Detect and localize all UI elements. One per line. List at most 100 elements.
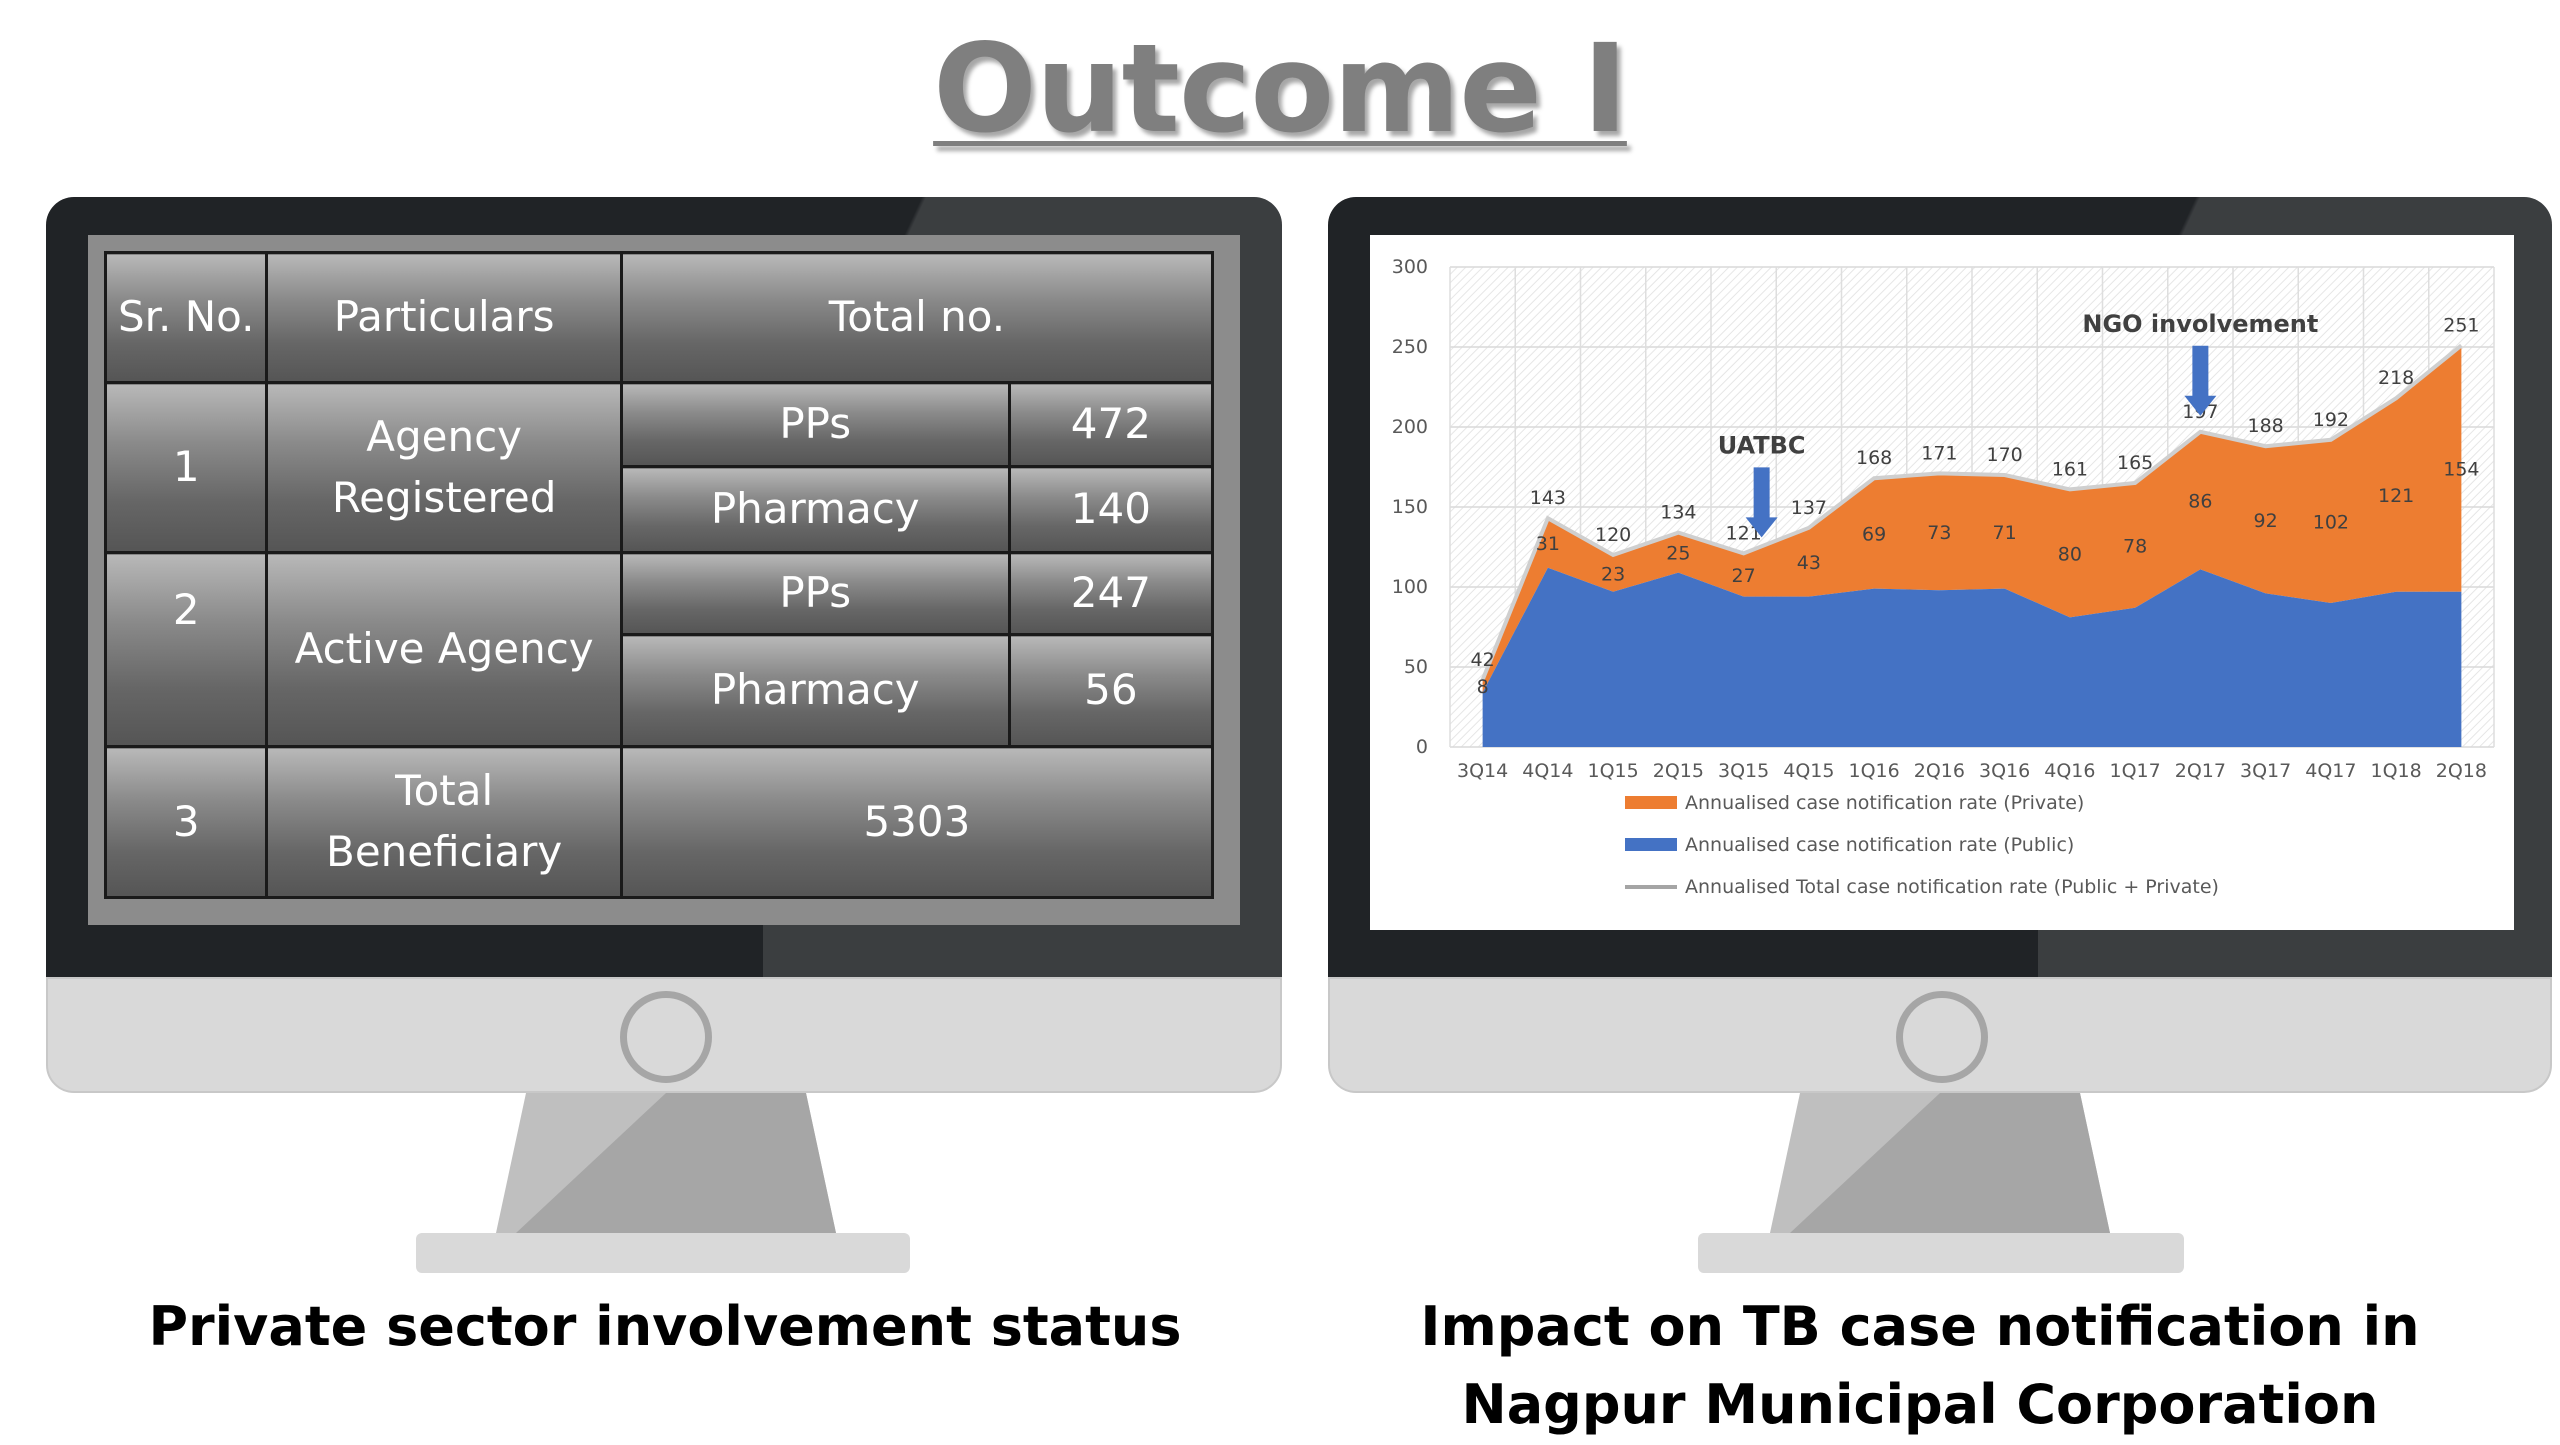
page-title-text: Outcome I: [933, 18, 1628, 160]
x-tick-label: 3Q16: [1979, 760, 2030, 782]
row1-item1-value: 472: [1007, 381, 1215, 468]
left-caption: Private sector involvement status: [148, 1295, 1182, 1358]
row3-total: 5303: [619, 745, 1215, 899]
row1-item2-label: Pharmacy: [619, 465, 1011, 554]
y-tick-label: 250: [1392, 336, 1428, 358]
annotation-label: NGO involvement: [2082, 310, 2318, 338]
x-tick-label: 4Q16: [2044, 760, 2095, 782]
x-tick-label: 1Q16: [1849, 760, 1900, 782]
row2-particular: Active Agency: [265, 551, 623, 748]
x-tick-label: 4Q17: [2305, 760, 2356, 782]
total-data-label: 165: [2117, 452, 2153, 474]
y-tick-label: 200: [1392, 416, 1428, 438]
y-tick-label: 100: [1392, 576, 1428, 598]
x-tick-label: 2Q15: [1653, 760, 1704, 782]
row1-sr: 1: [103, 381, 269, 554]
x-tick-label: 4Q15: [1783, 760, 1834, 782]
private-data-label: 78: [2123, 535, 2147, 557]
private-data-label: 69: [1862, 523, 1886, 545]
legend-swatch: [1625, 796, 1677, 809]
table-wrapper: Sr. No. Particulars Total no. 1 Agency R…: [103, 251, 1215, 899]
x-tick-label: 3Q14: [1457, 760, 1508, 782]
left-monitor-bezel: Sr. No. Particulars Total no. 1 Agency R…: [46, 197, 1282, 977]
x-tick-label: 1Q17: [2110, 760, 2161, 782]
total-data-label: 218: [2378, 367, 2414, 389]
y-tick-label: 150: [1392, 496, 1428, 518]
private-data-label: 73: [1927, 522, 1951, 544]
case-notification-chart: 0 50 100 150 200 250 300 3Q14 4Q14 1Q15 2Q15 3Q15 4Q…: [1392, 256, 2495, 898]
right-caption: Impact on TB case notification in Nagpur…: [1420, 1295, 2420, 1437]
status-table: Sr. No. Particulars Total no. 1 Agency R…: [103, 251, 1215, 899]
total-data-label: 42: [1471, 649, 1495, 671]
y-tick-label: 300: [1392, 256, 1428, 278]
total-data-label: 251: [2443, 314, 2479, 336]
private-data-label: 8: [1477, 676, 1489, 698]
private-data-label: 102: [2313, 511, 2349, 533]
header-sr-no: Sr. No.: [103, 251, 269, 384]
x-tick-label: 2Q16: [1914, 760, 1965, 782]
private-data-label: 121: [2378, 485, 2414, 507]
left-monitor: Sr. No. Particulars Total no. 1 Agency R…: [46, 197, 1282, 1277]
x-tick-label: 1Q18: [2371, 760, 2422, 782]
x-tick-label: 2Q17: [2175, 760, 2226, 782]
total-data-label: 120: [1595, 524, 1631, 546]
total-data-label: 192: [2313, 409, 2349, 431]
private-data-label: 25: [1666, 543, 1690, 565]
right-monitor: 0 50 100 150 200 250 300 3Q14 4Q14 1Q15 2Q15 3Q15 4Q…: [1328, 197, 2552, 1277]
private-area: [1482, 345, 2462, 693]
left-monitor-chin: [46, 977, 1282, 1093]
total-data-label: 161: [2052, 458, 2088, 480]
private-data-label: 92: [2254, 510, 2278, 532]
row2-item1-value: 247: [1007, 551, 1215, 636]
private-data-label: 71: [1993, 522, 2017, 544]
y-tick-label: 50: [1404, 656, 1428, 678]
left-monitor-base: [416, 1233, 910, 1273]
legend-label: Annualised case notification rate (Publi…: [1685, 834, 2074, 856]
annotation-label: UATBC: [1718, 431, 1806, 459]
row3-sr: 3: [103, 745, 269, 899]
total-data-label: 171: [1921, 442, 1957, 464]
total-data-label: 137: [1791, 497, 1827, 519]
right-monitor-stand: [1770, 1093, 2110, 1233]
legend-swatch: [1625, 838, 1677, 851]
private-data-label: 80: [2058, 543, 2082, 565]
left-screen: Sr. No. Particulars Total no. 1 Agency R…: [88, 235, 1240, 925]
private-data-label: 154: [2443, 459, 2479, 481]
x-tick-label: 1Q15: [1588, 760, 1639, 782]
row3-particular: Total Beneficiary: [265, 745, 623, 899]
private-data-label: 86: [2188, 491, 2212, 513]
header-total-no: Total no.: [619, 251, 1215, 384]
header-particulars: Particulars: [265, 251, 623, 384]
row1-particular: Agency Registered: [265, 381, 623, 554]
right-screen: 0 50 100 150 200 250 300 3Q14 4Q14 1Q15 2Q15 3Q15 4Q…: [1370, 235, 2514, 930]
row1-item2-value: 140: [1007, 465, 1215, 554]
total-data-label: 170: [1986, 444, 2022, 466]
total-line: [1480, 343, 2463, 681]
x-tick-label: 2Q18: [2436, 760, 2487, 782]
row2-item1-label: PPs: [619, 551, 1011, 636]
private-data-label: 43: [1797, 552, 1821, 574]
left-monitor-stand: [496, 1093, 836, 1233]
right-monitor-chin: [1328, 977, 2552, 1093]
total-data-label: 143: [1530, 487, 1566, 509]
x-tick-label: 4Q14: [1522, 760, 1573, 782]
right-monitor-base: [1698, 1233, 2184, 1273]
x-tick-label: 3Q15: [1718, 760, 1769, 782]
y-tick-label: 0: [1416, 736, 1428, 758]
right-power-button-icon: [1896, 991, 1988, 1083]
row2-item2-label: Pharmacy: [619, 633, 1011, 748]
private-data-label: 27: [1732, 565, 1756, 587]
left-power-button-icon: [620, 991, 712, 1083]
public-area: [1482, 567, 2462, 747]
row2-item2-value: 56: [1007, 633, 1215, 748]
page-title: Outcome I: [0, 18, 2560, 160]
legend-label: Annualised case notification rate (Priva…: [1685, 792, 2084, 814]
private-data-label: 23: [1601, 563, 1625, 585]
annotation-arrow-icon: [2184, 345, 2217, 416]
row1-item1-label: PPs: [619, 381, 1011, 468]
row2-sr: 2: [103, 551, 269, 748]
total-data-label: 188: [2247, 415, 2283, 437]
total-data-label: 168: [1856, 447, 1892, 469]
right-monitor-bezel: 0 50 100 150 200 250 300 3Q14 4Q14 1Q15 2Q15 3Q15 4Q…: [1328, 197, 2552, 977]
total-data-label: 134: [1660, 502, 1696, 524]
